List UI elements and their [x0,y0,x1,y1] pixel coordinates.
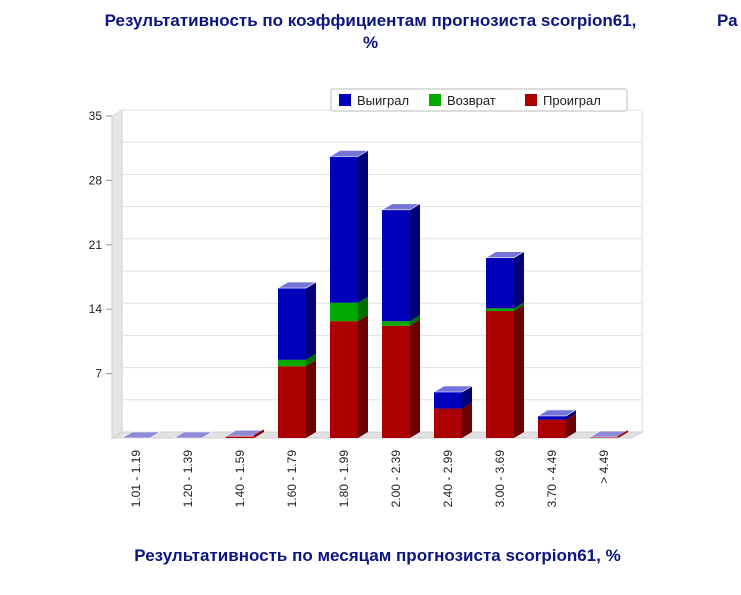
bar-segment [330,156,358,303]
bar-segment [278,288,306,360]
legend-label: Возврат [447,93,496,108]
legend-swatch [525,94,537,106]
bar-side [514,302,524,312]
bar-side [462,402,472,438]
bar-cap [536,409,578,417]
chart-title-text: Результативность по коэффициентам прогно… [104,11,637,30]
bar-segment [278,366,306,438]
x-tick-label: 3.70 - 4.49 [545,450,559,508]
y-tick-label: 21 [89,238,103,252]
bar-segment [382,325,410,438]
x-tick-label: 1.80 - 1.99 [337,450,351,508]
gridline-side [111,367,123,375]
bar-segment [486,257,514,309]
bar-side [514,251,524,309]
y-tick-label: 28 [89,173,103,187]
bar-segment [590,437,618,438]
x-tick-label: 1.01 - 1.19 [129,450,143,508]
bar-side [566,413,576,438]
chart-legend: Выиграл Возврат Проиграл [330,88,628,112]
x-tick-label: 1.20 - 1.39 [181,450,195,508]
bar-segment [434,392,462,409]
bar-side [358,296,368,322]
x-tick-label: > 4.49 [597,450,611,484]
bar-side [410,315,420,326]
bar-segment [382,209,410,322]
chart-walls [110,109,644,439]
gridline-side [111,238,123,246]
bar-segment [486,311,514,438]
chart-title: Результативность по коэффициентам прогно… [0,10,741,54]
bar-segment [538,419,566,438]
bar-segment [382,321,410,326]
bar-side [306,360,316,438]
x-axis: 1.01 - 1.19 1.20 - 1.39 1.40 - 1.59 1.60 - … [129,450,611,508]
bar-cap [328,150,370,157]
gridline-side [111,334,123,342]
gridline-side [111,206,123,214]
section-title-months: Результативность по месяцам прогнозиста … [134,546,621,565]
bar-segment [330,302,358,322]
gridline-side [111,270,123,278]
gridline-side [111,109,123,117]
bar-cap [172,431,214,439]
legend-label: Проиграл [543,93,601,108]
bar-cap [276,281,318,289]
bar-segment [226,436,254,438]
bar-side [410,203,420,322]
bar-side [358,150,368,303]
bar-cap-edge [253,429,265,437]
gridline-side [111,141,123,149]
bar-cap-edge [617,430,629,438]
bar-side [358,315,368,438]
bar-side [410,319,420,438]
chart-title-suffix: % [362,33,379,52]
bar-side [306,353,316,367]
y-axis: 7 14 21 28 35 [89,109,112,381]
y-tick-label: 35 [89,109,103,123]
bar-side [462,386,472,409]
bar-side [566,409,576,420]
x-tick-label: 1.60 - 1.79 [285,450,299,508]
bar-segment [538,415,566,420]
legend-swatch [429,94,441,106]
y-tick-label: 14 [89,302,103,316]
y-tick-label: 7 [95,367,102,381]
x-tick-label: 2.00 - 2.39 [389,450,403,508]
bar-side [514,305,524,438]
bar-cap [432,385,474,393]
x-tick-label: 2.40 - 2.99 [441,450,455,508]
legend-box [330,88,628,112]
chart-bars [120,150,630,439]
bar-cap [484,251,526,258]
chart-title-cut: Ра [717,11,738,30]
x-tick-label: 3.00 - 3.69 [493,450,507,508]
bar-cap [120,431,162,439]
bar-segment [486,308,514,312]
bar-side [306,282,316,360]
legend-label: Выиграл [357,93,409,108]
bar-segment [330,321,358,438]
chart-svg: 7 14 21 28 35 1.01 - 1.19 1.20 - 1.39 1.40 - 1… [89,88,644,508]
bar-cap [380,203,422,211]
gridline-side [111,173,123,181]
gridline-side [111,399,123,407]
legend-swatch [339,94,351,106]
x-tick-label: 1.40 - 1.59 [233,450,247,508]
gridline-side [111,302,123,310]
bar-segment [278,359,306,367]
bar-segment [434,408,462,438]
